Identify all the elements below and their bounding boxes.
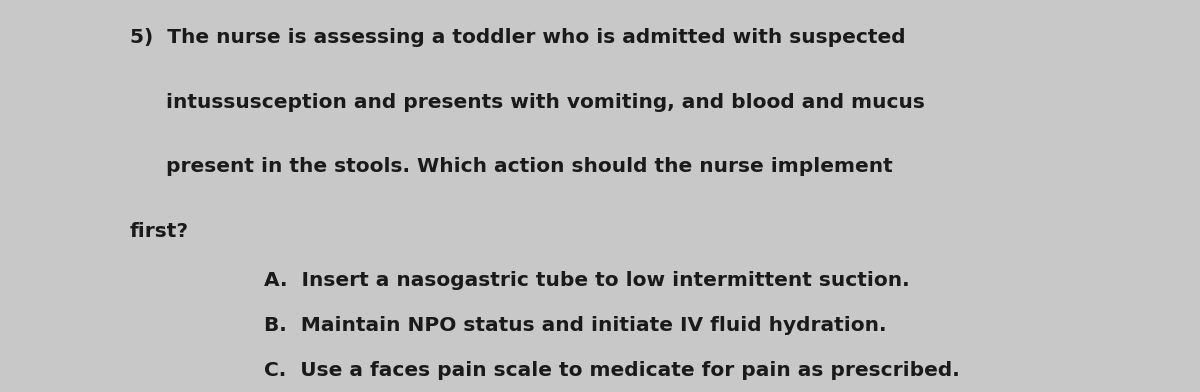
- Text: intussusception and presents with vomiting, and blood and mucus: intussusception and presents with vomiti…: [166, 93, 924, 112]
- Text: present in the stools. Which action should the nurse implement: present in the stools. Which action shou…: [166, 158, 893, 176]
- Text: first?: first?: [130, 222, 188, 241]
- Text: 5)  The nurse is assessing a toddler who is admitted with suspected: 5) The nurse is assessing a toddler who …: [130, 28, 905, 47]
- Text: B.  Maintain NPO status and initiate IV fluid hydration.: B. Maintain NPO status and initiate IV f…: [264, 316, 887, 335]
- Text: A.  Insert a nasogastric tube to low intermittent suction.: A. Insert a nasogastric tube to low inte…: [264, 271, 910, 290]
- Text: C.  Use a faces pain scale to medicate for pain as prescribed.: C. Use a faces pain scale to medicate fo…: [264, 361, 960, 380]
